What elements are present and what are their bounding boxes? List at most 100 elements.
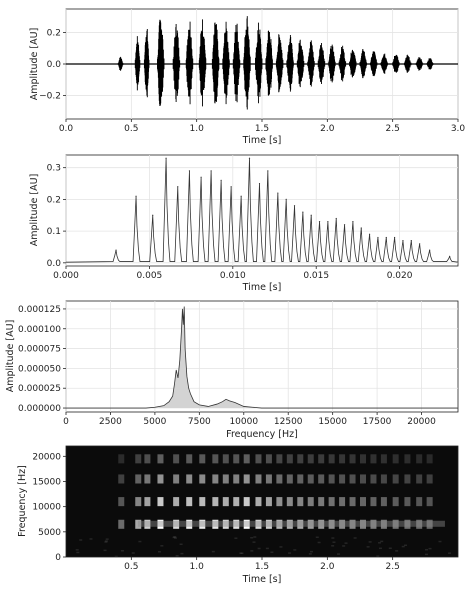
spectrogram-x-ticks: 0.5 1.0 1.5 2.0 2.5 [124, 557, 400, 572]
y-tick-label: 5000 [38, 528, 61, 538]
harmonic-band [243, 454, 250, 464]
envelope-peak-point [419, 243, 421, 245]
harmonic-band [286, 454, 293, 464]
syllable-burst [426, 58, 434, 70]
noise-speck [332, 541, 336, 543]
harmonic-band [286, 497, 293, 507]
envelope-peak-point [343, 224, 346, 226]
noise-speck [75, 549, 79, 551]
syllable-burst [232, 23, 241, 103]
harmonic-band [173, 497, 180, 507]
harmonic-band [222, 519, 229, 529]
harmonic-band [370, 519, 377, 529]
waveform-x-ticks: 0.0 0.5 1.0 1.5 2.0 2.5 3.0 [59, 119, 465, 134]
harmonic-band [370, 454, 377, 464]
noise-speck [279, 546, 283, 548]
noise-speck [234, 537, 238, 539]
y-tick-label: 0.2 [47, 29, 61, 39]
noise-speck [179, 543, 183, 546]
harmonic-band [276, 454, 283, 464]
noise-speck [160, 545, 164, 547]
harmonic-band [360, 454, 366, 464]
envelope-panel: 0.000 0.005 0.010 0.015 0.020 0.0 0.1 0.2 0.3 T… [29, 154, 459, 293]
harmonic-band [233, 519, 240, 529]
syllable-burst [317, 43, 326, 84]
envelope-grid [65, 155, 458, 266]
noise-speck [172, 536, 176, 539]
harmonic-band [349, 454, 356, 464]
harmonic-band [297, 519, 304, 529]
harmonic-band [380, 497, 387, 507]
x-tick-label: 0.020 [387, 271, 413, 281]
envelope-peak-point [200, 176, 202, 178]
harmonic-band [144, 519, 151, 529]
noise-speck [448, 552, 452, 554]
harmonic-band [135, 519, 142, 529]
harmonic-band [380, 474, 387, 484]
harmonic-band [318, 474, 325, 484]
harmonic-band [222, 474, 229, 484]
y-tick-label: 0.000025 [18, 384, 61, 394]
harmonic-band [349, 519, 356, 529]
y-tick-label: 15000 [32, 477, 61, 487]
harmonic-band [118, 519, 125, 529]
syllable-burst [380, 53, 388, 74]
harmonic-band [144, 454, 151, 464]
syllable-burst [265, 30, 273, 96]
syllable-burst [255, 22, 263, 104]
harmonic-band [307, 519, 314, 529]
noise-speck [293, 549, 297, 551]
noise-speck [175, 555, 179, 557]
harmonic-band [233, 497, 240, 507]
spectrogram-panel: 0.5 1.0 1.5 2.0 2.5 0 5000 10000 15000 20000 Tim… [17, 445, 459, 585]
noise-speck [253, 536, 257, 538]
x-tick-label: 0 [63, 417, 69, 427]
envelope-peak-point [258, 182, 261, 185]
envelope-peak-point [360, 227, 362, 229]
y-tick-label: 0.0 [47, 259, 62, 269]
spectrum-x-ticks: 0 2500 5000 7500 10000 12500 15000 17500 20000 [63, 412, 436, 427]
syllable-burst [172, 23, 181, 103]
noise-speck [366, 546, 370, 548]
harmonic-band [243, 519, 250, 529]
noise-speck [353, 537, 357, 539]
harmonic-band [186, 454, 193, 464]
harmonic-band [255, 474, 262, 484]
envelope-peak-point [352, 221, 354, 223]
syllable-burst [328, 44, 336, 83]
syllable-burst [370, 51, 378, 77]
syllable-burst [143, 28, 150, 98]
harmonic-band [199, 454, 206, 464]
harmonic-band [392, 454, 399, 464]
harmonic-band [349, 497, 356, 507]
harmonic-band [135, 497, 142, 507]
x-tick-label: 0.0 [59, 124, 74, 134]
harmonic-band [243, 497, 250, 507]
x-tick-label: 2.5 [386, 562, 400, 572]
x-tick-label: 1.0 [190, 124, 205, 134]
syllable-burst [243, 16, 251, 110]
y-tick-label: 0 [55, 553, 61, 563]
harmonic-band [286, 519, 293, 529]
x-tick-label: 0.5 [124, 562, 138, 572]
noise-speck [89, 538, 93, 540]
envelope-peak-point [277, 192, 279, 194]
harmonic-band [416, 497, 423, 507]
harmonic-band [307, 474, 314, 484]
harmonic-band [118, 454, 125, 464]
harmonic-band [255, 454, 262, 464]
noise-speck [173, 536, 177, 538]
harmonic-band [339, 454, 346, 464]
spectrogram-x-label: Time [s] [242, 574, 282, 585]
envelope-peak-point [429, 249, 431, 251]
harmonic-band [135, 454, 142, 464]
x-tick-label: 2.0 [320, 562, 335, 572]
envelope-peak-point [293, 205, 296, 207]
harmonic-band [392, 519, 399, 529]
y-tick-label: 10000 [32, 503, 61, 513]
envelope-peak-point [377, 236, 379, 239]
envelope-peak-point [449, 255, 451, 258]
harmonic-band [255, 519, 262, 529]
noise-speck [404, 544, 408, 547]
